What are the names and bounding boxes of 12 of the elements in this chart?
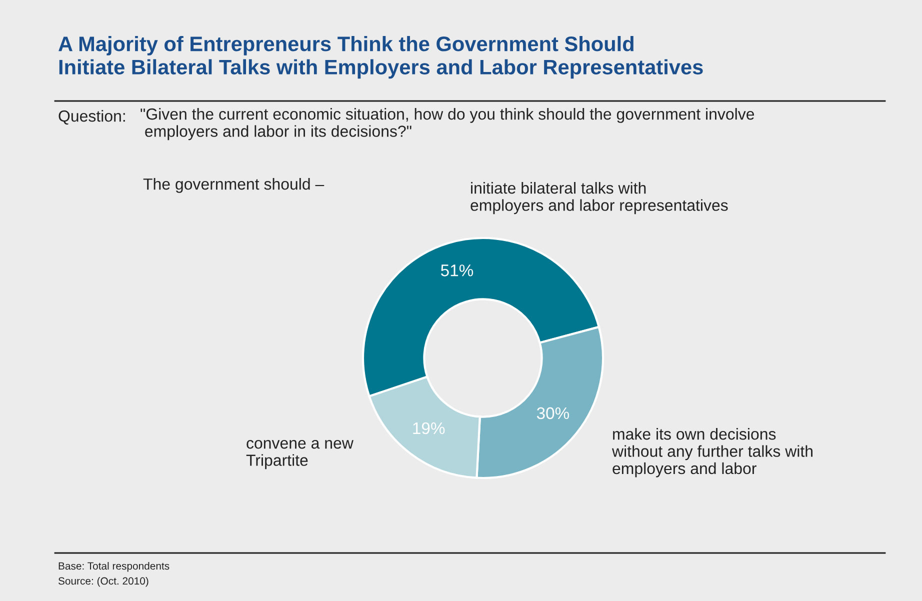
slice-label: initiate bilateral talks with employers and labor representatives bbox=[470, 182, 728, 214]
data-label: 30% bbox=[536, 407, 570, 420]
data-label: 19% bbox=[413, 422, 445, 434]
chart-title: A Majority of Entrepreneurs Think the Government Should Initiate Bilateral Talks with Employers and Labor Representatives bbox=[58, 36, 703, 79]
slice-label: make its own decisions without any further talks with employers and labor bbox=[612, 428, 812, 478]
source-note: Source: (Oct. 2010) bbox=[58, 577, 148, 587]
chart-subtitle: "Given the current economic situation, how do you think should the government involve employers and labor in its decisions?" bbox=[140, 108, 754, 140]
data-label: 51% bbox=[440, 264, 474, 276]
slice-label: convene a new Tripartite bbox=[246, 440, 354, 470]
text: Base: Total respondents bbox=[58, 562, 170, 572]
text: The government should – bbox=[143, 178, 324, 193]
text: Question: bbox=[58, 110, 125, 125]
